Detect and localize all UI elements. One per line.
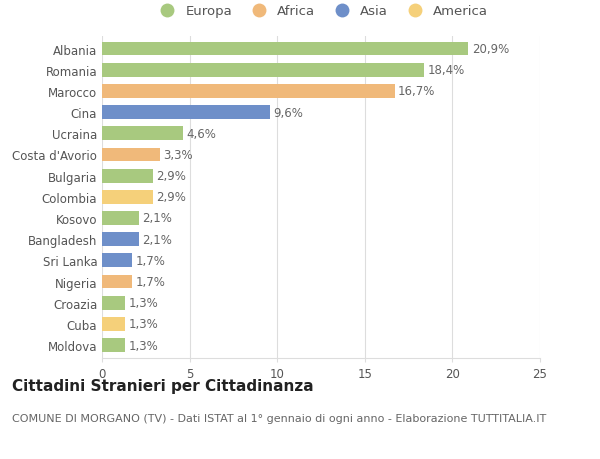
- Text: 18,4%: 18,4%: [428, 64, 465, 77]
- Text: Cittadini Stranieri per Cittadinanza: Cittadini Stranieri per Cittadinanza: [12, 379, 314, 394]
- Text: 16,7%: 16,7%: [398, 85, 436, 98]
- Bar: [102, 85, 395, 99]
- Text: 3,3%: 3,3%: [163, 149, 193, 162]
- Bar: [102, 212, 139, 225]
- Bar: [102, 190, 153, 204]
- Text: 1,3%: 1,3%: [128, 339, 158, 352]
- Text: 9,6%: 9,6%: [274, 106, 304, 119]
- Bar: [102, 43, 468, 56]
- Bar: [102, 233, 139, 246]
- Bar: [102, 127, 182, 141]
- Bar: [102, 254, 132, 268]
- Bar: [102, 275, 132, 289]
- Bar: [102, 64, 424, 78]
- Text: 1,7%: 1,7%: [135, 254, 165, 267]
- Text: 2,1%: 2,1%: [142, 233, 172, 246]
- Bar: [102, 148, 160, 162]
- Bar: [102, 169, 153, 183]
- Bar: [102, 317, 125, 331]
- Text: 1,7%: 1,7%: [135, 275, 165, 288]
- Bar: [102, 338, 125, 352]
- Text: COMUNE DI MORGANO (TV) - Dati ISTAT al 1° gennaio di ogni anno - Elaborazione TU: COMUNE DI MORGANO (TV) - Dati ISTAT al 1…: [12, 413, 546, 423]
- Text: 2,9%: 2,9%: [157, 191, 186, 204]
- Text: 1,3%: 1,3%: [128, 318, 158, 330]
- Bar: [102, 106, 270, 120]
- Bar: [102, 296, 125, 310]
- Text: 4,6%: 4,6%: [186, 128, 216, 140]
- Text: 2,9%: 2,9%: [157, 170, 186, 183]
- Text: 1,3%: 1,3%: [128, 297, 158, 309]
- Text: 20,9%: 20,9%: [472, 43, 509, 56]
- Text: 2,1%: 2,1%: [142, 212, 172, 225]
- Legend: Europa, Africa, Asia, America: Europa, Africa, Asia, America: [149, 0, 493, 24]
